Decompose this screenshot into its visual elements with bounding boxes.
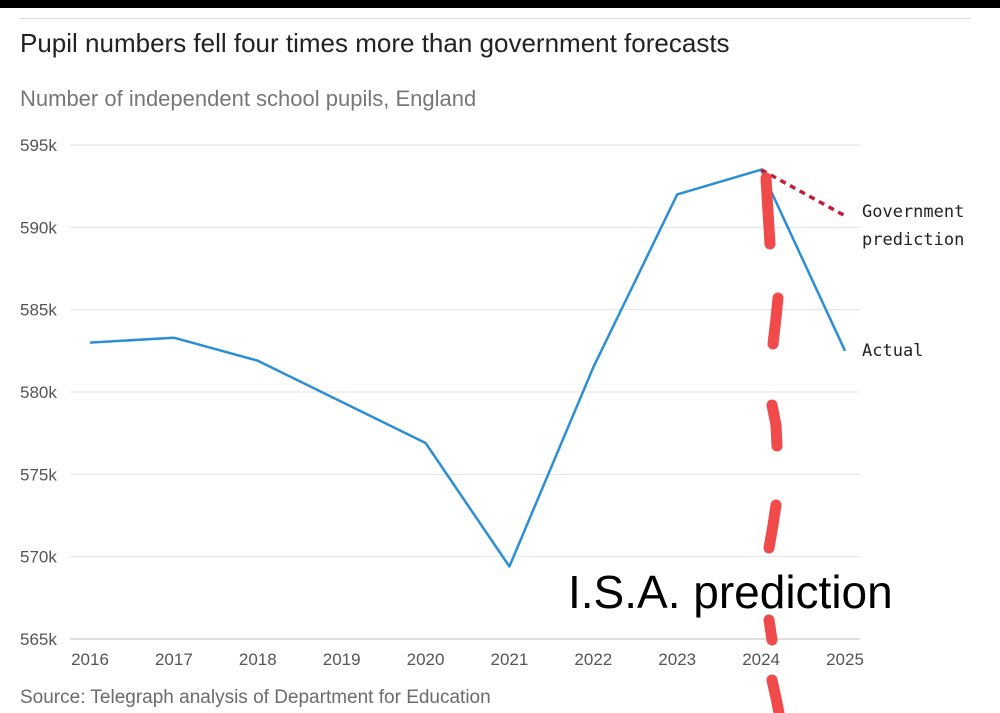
x-tick-label: 2016 [71, 650, 109, 669]
y-tick-label: 580k [20, 383, 57, 402]
isa-prediction-stroke [766, 674, 785, 713]
actual-series-line [89, 168, 847, 568]
series-label: Actual [862, 341, 923, 361]
isa-prediction-stroke [767, 292, 784, 350]
chart-subtitle: Number of independent school pupils, Eng… [20, 86, 477, 111]
y-tick-label: 575k [20, 465, 57, 484]
isa-prediction-stroke [763, 499, 782, 554]
isa-prediction-stroke [760, 172, 776, 250]
series-label: prediction [862, 230, 964, 250]
y-tick-label: 590k [20, 218, 57, 237]
isa-prediction-label: I.S.A. prediction [568, 566, 893, 618]
grid-layer [70, 144, 860, 640]
x-tick-label: 2021 [491, 650, 529, 669]
x-tick-label: 2025 [826, 650, 864, 669]
y-tick-label: 585k [20, 301, 57, 320]
source-note: Source: Telegraph analysis of Department… [20, 687, 491, 708]
y-tick-label: 565k [20, 630, 57, 649]
x-tick-label: 2022 [574, 650, 612, 669]
y-tick-label: 595k [20, 136, 57, 155]
x-axis-ticks: 2016 2017 2018 2019 2020 2021 2022 2023 2024 2025 [71, 650, 864, 669]
x-tick-label: 2020 [407, 650, 445, 669]
top-bar [0, 0, 1000, 8]
y-axis-ticks: 595k 590k 585k 580k 575k 570k 565k [20, 136, 57, 649]
x-tick-label: 2024 [742, 650, 780, 669]
prediction-series-line [760, 168, 846, 218]
chart-title: Pupil numbers fell four times more than … [20, 28, 730, 58]
y-tick-label: 570k [20, 548, 57, 567]
x-tick-label: 2023 [658, 650, 696, 669]
series-label: Government [862, 202, 964, 222]
series-layer [89, 168, 847, 568]
isa-prediction-stroke [763, 614, 778, 646]
x-tick-label: 2018 [239, 650, 277, 669]
isa-prediction-stroke [766, 399, 783, 452]
x-tick-label: 2017 [155, 650, 193, 669]
x-tick-label: 2019 [323, 650, 361, 669]
series-labels: Actual Government prediction [862, 202, 964, 361]
annotation-layer: I.S.A. prediction [568, 172, 893, 713]
header-divider [20, 18, 970, 19]
